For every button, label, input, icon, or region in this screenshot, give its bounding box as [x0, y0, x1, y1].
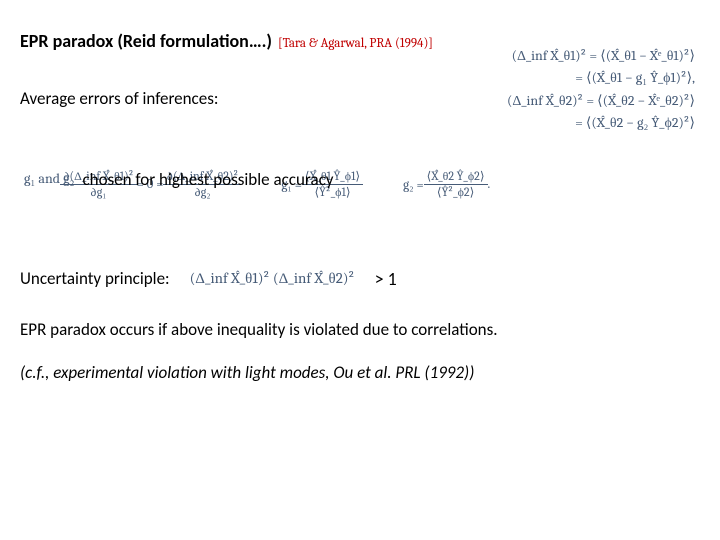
g2-expr: g₂ = ⟨X̂_θ2 Ŷ_ϕ2⟩ ⟨Ŷ²_ϕ2⟩ . [403, 169, 490, 200]
eq-line-1: (Δ_inf X̂_θ1)² = ⟨(X̂_θ1 − X̂ᵉ_θ1)²⟩ [507, 45, 695, 67]
g1g2-symbols: g₁ and g₂ [24, 168, 74, 190]
paradox-statement: EPR paradox occurs if above inequality i… [20, 319, 700, 340]
g1g2-line: g₁ and g₂ chosen for highest possible ac… [24, 166, 334, 193]
eq-line-3: (Δ_inf X̂_θ2)² = ⟨(X̂_θ2 − X̂ᵉ_θ2)²⟩ [507, 90, 695, 112]
cf-reference: (c.f., experimental violation with light… [20, 362, 700, 383]
g1g2-text: chosen for highest possible accuracy [82, 166, 333, 193]
eq-line-4: = ⟨(X̂_θ2 − g₂ Ŷ_ϕ2)²⟩ [507, 112, 695, 134]
uncertainty-expr: (Δ_inf X̂_θ1)² (Δ_inf X̂_θ2)² [190, 269, 355, 288]
uncertainty-label: Uncertainty principle: [20, 268, 170, 289]
gt-one: > 1 [375, 268, 397, 290]
eq-line-2: = ⟨(X̂_θ1 − g₁ Ŷ_ϕ1)²⟩, [507, 67, 695, 89]
uncertainty-line: Uncertainty principle: (Δ_inf X̂_θ1)² (Δ… [20, 260, 700, 297]
title-main: EPR paradox (Reid formulation….) [20, 30, 272, 52]
title-reference: [Tara & Agarwal, PRA (1994)] [278, 36, 433, 51]
inference-error-equations: (Δ_inf X̂_θ1)² = ⟨(X̂_θ1 − X̂ᵉ_θ1)²⟩ = ⟨… [507, 45, 695, 135]
